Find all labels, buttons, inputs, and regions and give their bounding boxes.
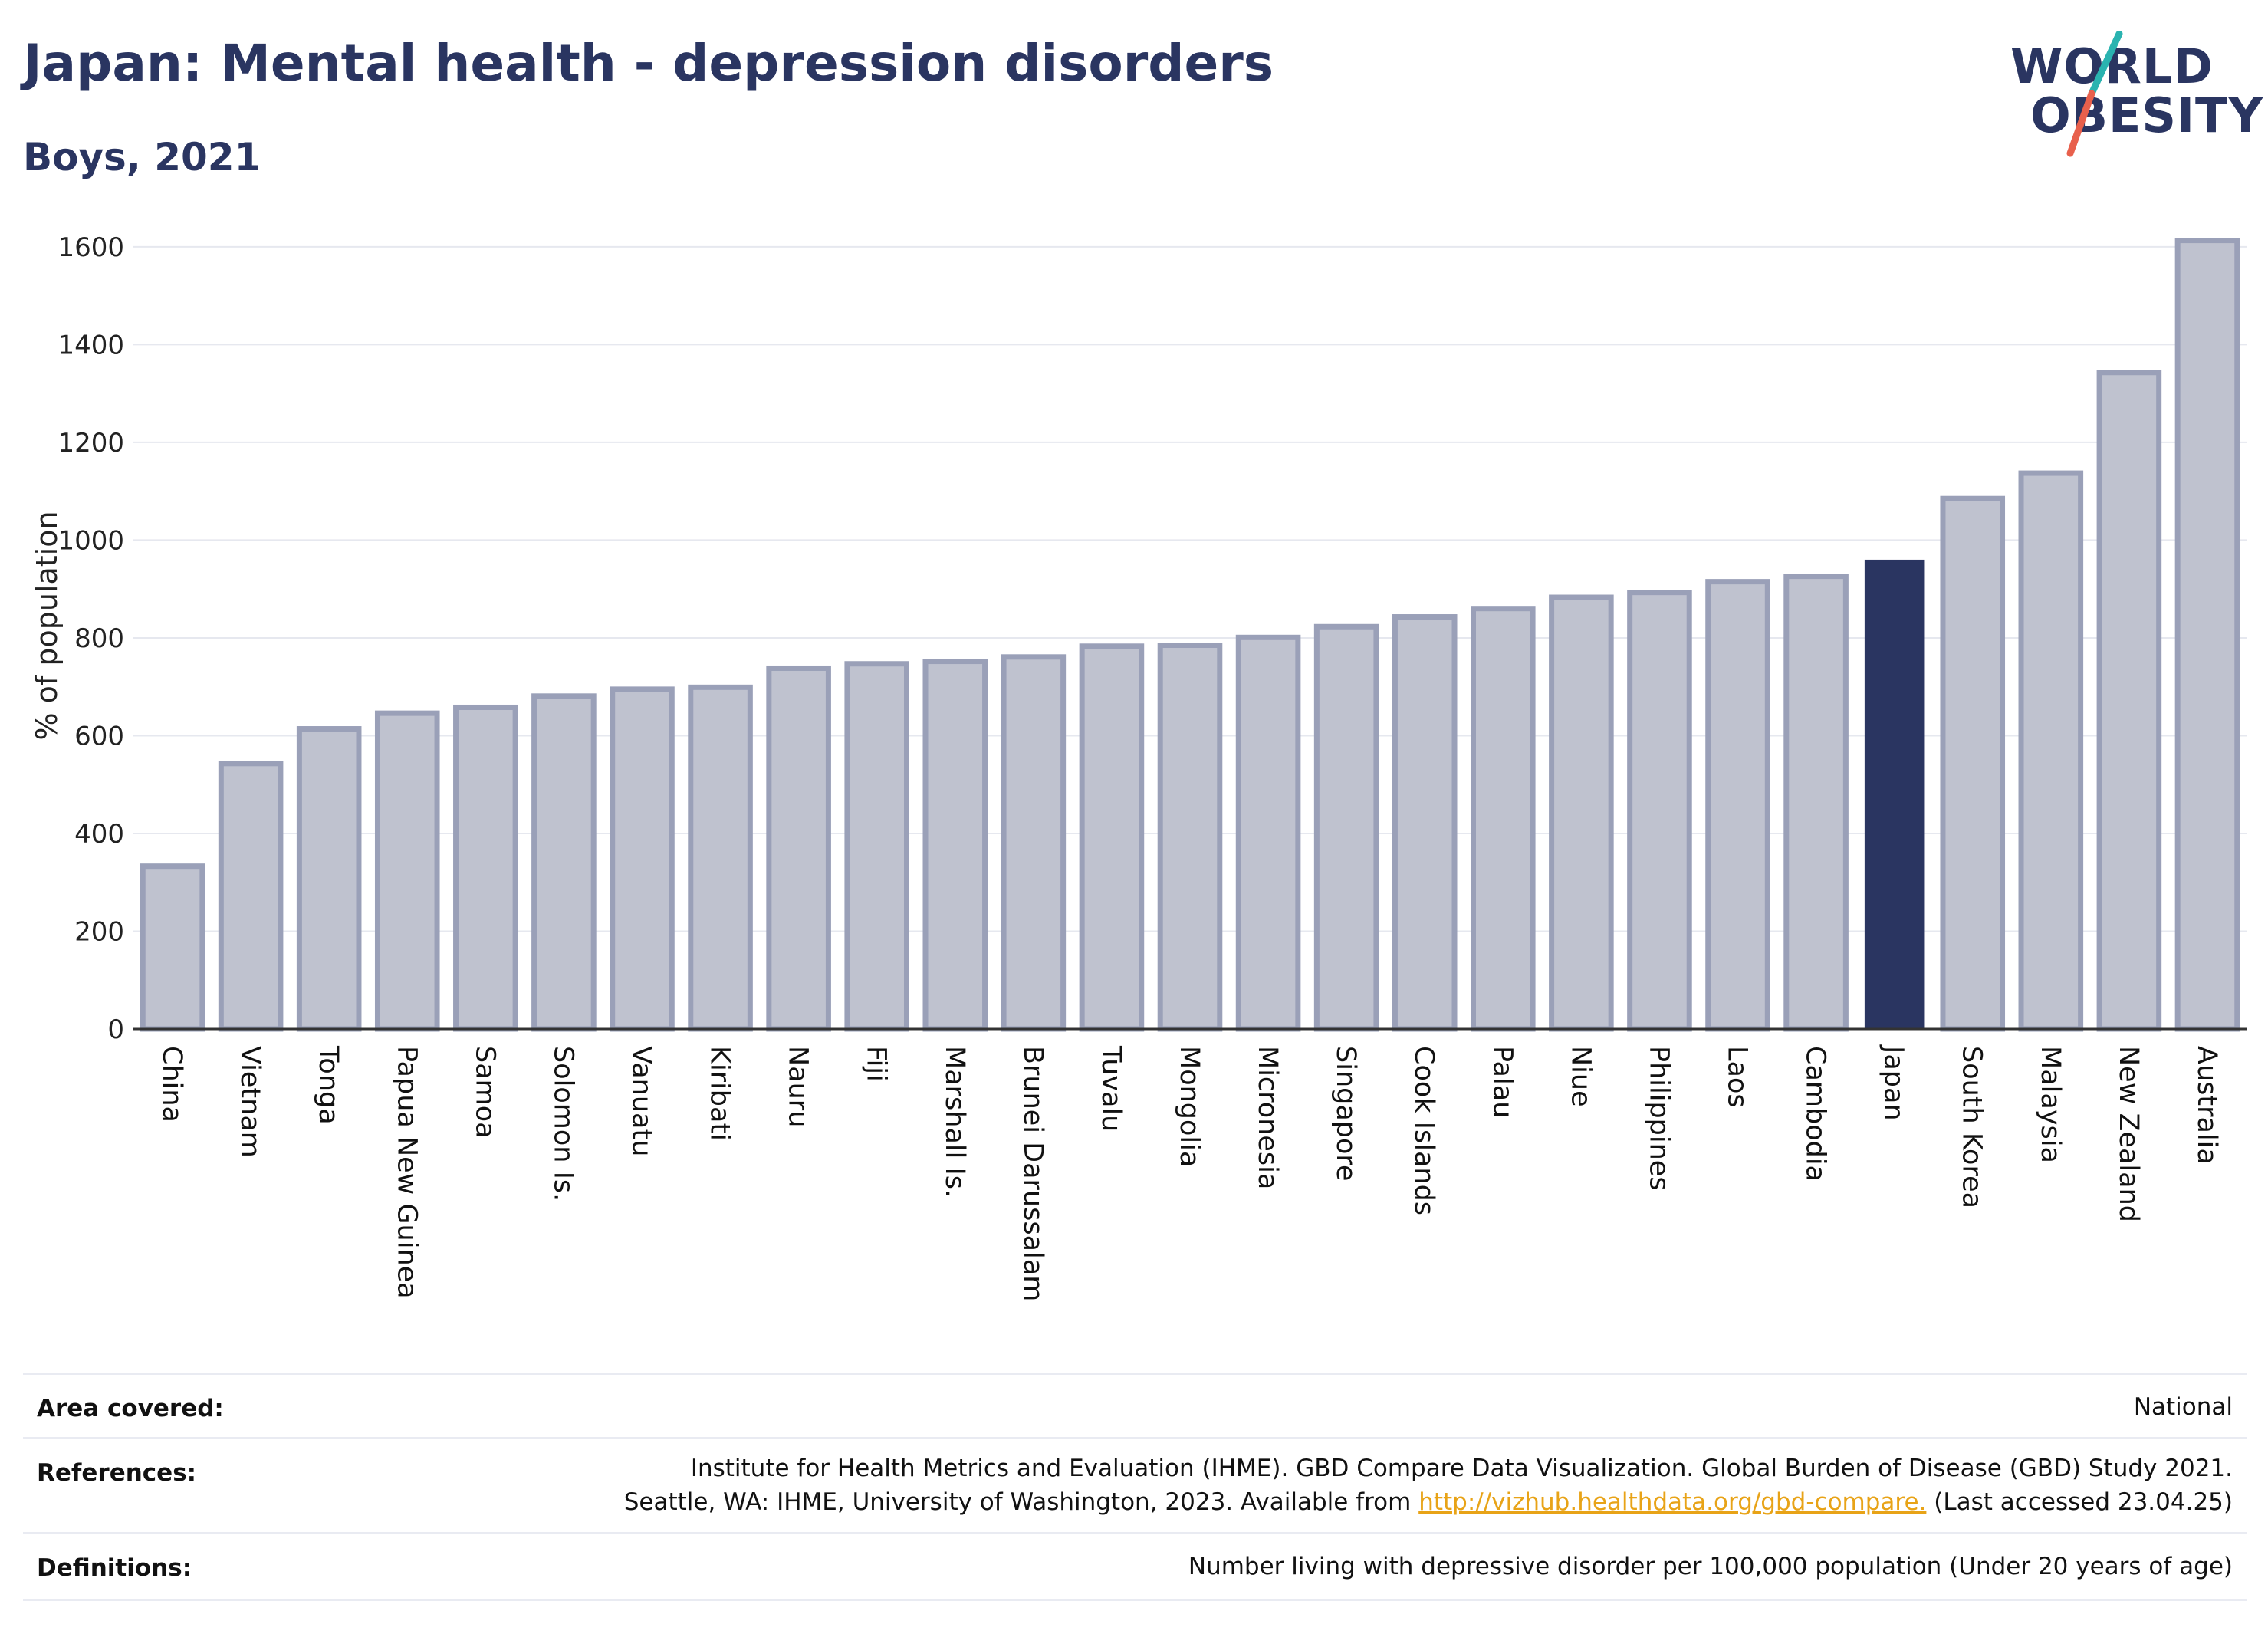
bar (1235, 634, 1301, 1032)
bar (922, 659, 988, 1032)
bar (374, 710, 440, 1032)
x-tick-label: Solomon Is. (547, 1046, 578, 1202)
bar (140, 863, 205, 1032)
bar (1549, 594, 1614, 1032)
bar (766, 665, 831, 1032)
x-tick-label: Cook Islands (1408, 1046, 1439, 1215)
world-obesity-logo: WORLD OBESITY (1994, 31, 2263, 169)
bar (1940, 495, 2006, 1032)
bar (610, 686, 675, 1032)
references-link[interactable]: http://vizhub.healthdata.org/gbd-compare… (1418, 1488, 1927, 1516)
bar (1001, 654, 1067, 1032)
x-tick-label: Niue (1565, 1046, 1596, 1107)
references-line2-post: (Last accessed 23.04.25) (1926, 1488, 2233, 1516)
bar (531, 693, 597, 1032)
x-tick-label: South Korea (1957, 1046, 1987, 1208)
bar (844, 661, 909, 1032)
x-tick-label: China (156, 1046, 187, 1123)
x-tick-label: Cambodia (1800, 1046, 1831, 1182)
x-tick-label: Singapore (1330, 1046, 1361, 1182)
bar (218, 761, 284, 1032)
y-tick-label: 1200 (58, 428, 124, 459)
x-tick-label: Papua New Guinea (391, 1046, 422, 1299)
bar (453, 704, 518, 1032)
logo-slash-icon (2066, 31, 2123, 157)
y-tick-label: 1400 (58, 330, 124, 360)
y-axis-label: % of population (30, 511, 64, 740)
bar (296, 726, 362, 1032)
area-covered-value: National (2133, 1393, 2233, 1421)
x-tick-label: New Zealand (2113, 1046, 2144, 1222)
y-tick-label: 400 (74, 819, 124, 850)
bar (2174, 238, 2240, 1032)
area-covered-label: Area covered: (37, 1395, 224, 1422)
bar (2096, 370, 2162, 1032)
x-tick-label: Samoa (469, 1046, 500, 1139)
bar (1783, 574, 1849, 1032)
x-tick-label: Brunei Darussalam (1017, 1046, 1048, 1301)
x-tick-label: Nauru (783, 1046, 814, 1127)
bar (1471, 606, 1536, 1032)
bar-chart: 0 200 400 600 800 1000 1200 1400 1600 % of popula… (30, 232, 2247, 1301)
y-tick-label: 0 (107, 1014, 124, 1045)
bar (1079, 643, 1145, 1032)
x-tick-label: Tonga (313, 1045, 343, 1125)
x-tick-label: Philippines (1643, 1046, 1674, 1191)
x-tick-label: Palau (1487, 1046, 1517, 1118)
references-line1: Institute for Health Metrics and Evaluat… (690, 1455, 2233, 1482)
references-value: Institute for Health Metrics and Evaluat… (624, 1452, 2233, 1519)
x-tick-label: Fiji (861, 1046, 892, 1082)
definitions-label: Definitions: (37, 1554, 192, 1582)
x-tick-label: Tuvalu (1096, 1045, 1126, 1132)
x-tick-label: Vietnam (235, 1046, 265, 1158)
bar (1627, 590, 1692, 1032)
bar (1392, 614, 1458, 1032)
x-tick-label: Japan (1878, 1044, 1909, 1121)
info-row-definitions: Definitions: Number living with depressi… (23, 1532, 2247, 1601)
x-tick-label: Kiribati (705, 1046, 735, 1141)
references-line2: Seattle, WA: IHME, University of Washing… (624, 1485, 2233, 1519)
x-tick-label: Malaysia (2035, 1046, 2066, 1163)
x-tick-label: Laos (1722, 1046, 1753, 1108)
bar (1313, 623, 1379, 1032)
chart-title: Japan: Mental health - depression disord… (23, 34, 1274, 93)
chart-subtitle: Boys, 2021 (23, 135, 261, 179)
y-tick-label: 600 (74, 721, 124, 751)
x-tick-label: Australia (2191, 1046, 2222, 1165)
x-tick-label: Mongolia (1174, 1046, 1205, 1167)
x-tick-label: Marshall Is. (939, 1046, 970, 1198)
info-row-references: References: Institute for Health Metrics… (23, 1437, 2247, 1534)
y-tick-label: 1000 (58, 525, 124, 556)
bar (688, 684, 753, 1032)
x-tick-label: Vanuatu (626, 1046, 656, 1156)
bar (1705, 579, 1770, 1032)
logo-text-line2: OBESITY (2030, 87, 2264, 143)
references-label: References: (37, 1459, 197, 1487)
definitions-value: Number living with depressive disorder p… (1188, 1553, 2233, 1580)
info-row-area: Area covered: National (23, 1373, 2247, 1439)
y-tick-label: 800 (74, 623, 124, 654)
y-tick-label: 200 (74, 916, 124, 947)
references-line2-pre: Seattle, WA: IHME, University of Washing… (623, 1488, 1419, 1516)
y-tick-label: 1600 (58, 232, 124, 263)
x-tick-label: Micronesia (1252, 1046, 1283, 1189)
bar (2018, 470, 2084, 1032)
bar (1864, 559, 1925, 1029)
bar (1157, 643, 1223, 1032)
